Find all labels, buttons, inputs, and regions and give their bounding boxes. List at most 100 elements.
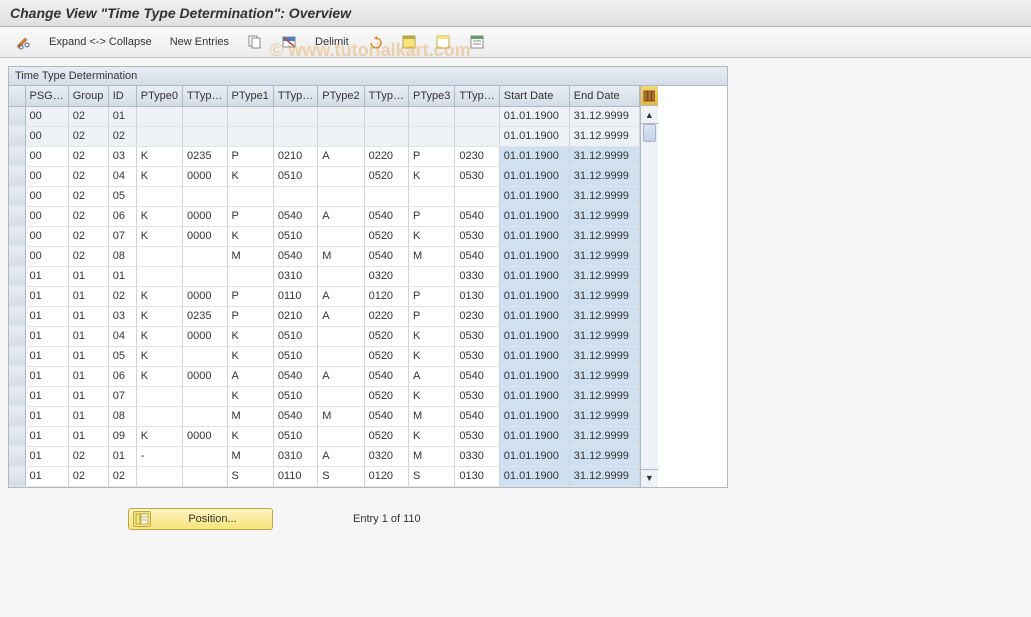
- cell[interactable]: 02: [68, 166, 108, 186]
- cell[interactable]: 0130: [455, 466, 499, 486]
- cell[interactable]: S: [227, 466, 273, 486]
- cell[interactable]: P: [409, 146, 455, 166]
- cell[interactable]: 01: [25, 326, 68, 346]
- table-row[interactable]: 010202S0110S0120S013001.01.190031.12.999…: [9, 466, 639, 486]
- table-row[interactable]: 010108M0540M0540M054001.01.190031.12.999…: [9, 406, 639, 426]
- cell[interactable]: [183, 386, 227, 406]
- cell[interactable]: 01: [68, 346, 108, 366]
- cell[interactable]: 0540: [455, 206, 499, 226]
- scroll-down-icon[interactable]: ▼: [641, 469, 658, 487]
- cell[interactable]: 02: [68, 146, 108, 166]
- cell[interactable]: 01: [68, 326, 108, 346]
- cell[interactable]: 31.12.9999: [569, 266, 639, 286]
- cell[interactable]: [318, 386, 364, 406]
- cell[interactable]: 0330: [455, 446, 499, 466]
- cell[interactable]: 00: [25, 186, 68, 206]
- cell[interactable]: K: [227, 166, 273, 186]
- row-selector[interactable]: [9, 366, 25, 386]
- column-header[interactable]: [9, 86, 25, 106]
- cell[interactable]: 31.12.9999: [569, 166, 639, 186]
- cell[interactable]: A: [318, 366, 364, 386]
- cell[interactable]: [227, 266, 273, 286]
- table-row[interactable]: 00020101.01.190031.12.9999: [9, 106, 639, 126]
- cell[interactable]: 01.01.1900: [499, 206, 569, 226]
- cell[interactable]: M: [318, 246, 364, 266]
- cell[interactable]: 0120: [364, 466, 408, 486]
- cell[interactable]: 0210: [273, 306, 317, 326]
- cell[interactable]: [455, 126, 499, 146]
- cell[interactable]: 0235: [183, 306, 227, 326]
- row-selector[interactable]: [9, 166, 25, 186]
- cell[interactable]: [318, 226, 364, 246]
- cell[interactable]: 00: [25, 246, 68, 266]
- cell[interactable]: A: [409, 366, 455, 386]
- cell[interactable]: 01.01.1900: [499, 386, 569, 406]
- cell[interactable]: [183, 186, 227, 206]
- cell[interactable]: 0530: [455, 326, 499, 346]
- cell[interactable]: 0540: [273, 406, 317, 426]
- cell[interactable]: 01: [25, 346, 68, 366]
- cell[interactable]: 01: [25, 266, 68, 286]
- cell[interactable]: 0540: [273, 206, 317, 226]
- column-header[interactable]: PType3: [409, 86, 455, 106]
- cell[interactable]: 0330: [455, 266, 499, 286]
- cell[interactable]: 0220: [364, 146, 408, 166]
- cell[interactable]: 01: [25, 386, 68, 406]
- cell[interactable]: 01.01.1900: [499, 406, 569, 426]
- cell[interactable]: 31.12.9999: [569, 406, 639, 426]
- cell[interactable]: 01: [68, 406, 108, 426]
- cell[interactable]: 02: [108, 126, 136, 146]
- cell[interactable]: 01.01.1900: [499, 186, 569, 206]
- cell[interactable]: 31.12.9999: [569, 206, 639, 226]
- config-button[interactable]: [462, 31, 492, 53]
- cell[interactable]: 01: [25, 466, 68, 486]
- cell[interactable]: 0000: [183, 426, 227, 446]
- cell[interactable]: [183, 126, 227, 146]
- cell[interactable]: [136, 106, 182, 126]
- cell[interactable]: P: [227, 206, 273, 226]
- cell[interactable]: [318, 326, 364, 346]
- cell[interactable]: 31.12.9999: [569, 226, 639, 246]
- cell[interactable]: [183, 246, 227, 266]
- cell[interactable]: 01: [25, 446, 68, 466]
- cell[interactable]: 02: [68, 466, 108, 486]
- cell[interactable]: 0000: [183, 286, 227, 306]
- cell[interactable]: 01: [68, 366, 108, 386]
- cell[interactable]: 01.01.1900: [499, 426, 569, 446]
- cell[interactable]: K: [227, 226, 273, 246]
- cell[interactable]: [409, 126, 455, 146]
- row-selector[interactable]: [9, 266, 25, 286]
- cell[interactable]: K: [136, 286, 182, 306]
- cell[interactable]: 0510: [273, 226, 317, 246]
- cell[interactable]: [227, 186, 273, 206]
- cell[interactable]: 31.12.9999: [569, 366, 639, 386]
- cell[interactable]: 01: [68, 386, 108, 406]
- column-header[interactable]: TTyp…: [273, 86, 317, 106]
- cell[interactable]: M: [409, 406, 455, 426]
- cell[interactable]: [183, 446, 227, 466]
- table-row[interactable]: 00020201.01.190031.12.9999: [9, 126, 639, 146]
- cell[interactable]: 0510: [273, 166, 317, 186]
- column-header[interactable]: Group: [68, 86, 108, 106]
- cell[interactable]: 01: [25, 366, 68, 386]
- column-header[interactable]: PType0: [136, 86, 182, 106]
- cell[interactable]: [136, 246, 182, 266]
- cell[interactable]: 01: [108, 446, 136, 466]
- column-header[interactable]: PType2: [318, 86, 364, 106]
- cell[interactable]: 01: [68, 266, 108, 286]
- cell[interactable]: 00: [25, 126, 68, 146]
- cell[interactable]: [136, 266, 182, 286]
- cell[interactable]: 01.01.1900: [499, 326, 569, 346]
- cell[interactable]: [136, 406, 182, 426]
- position-button[interactable]: Position...: [128, 508, 273, 530]
- cell[interactable]: [136, 466, 182, 486]
- cell[interactable]: 31.12.9999: [569, 306, 639, 326]
- cell[interactable]: 07: [108, 386, 136, 406]
- cell[interactable]: [364, 126, 408, 146]
- cell[interactable]: 05: [108, 186, 136, 206]
- cell[interactable]: 01.01.1900: [499, 266, 569, 286]
- table-row[interactable]: 00020501.01.190031.12.9999: [9, 186, 639, 206]
- delete-button[interactable]: [274, 31, 304, 53]
- table-row[interactable]: 010109K0000K05100520K053001.01.190031.12…: [9, 426, 639, 446]
- cell[interactable]: 0110: [273, 286, 317, 306]
